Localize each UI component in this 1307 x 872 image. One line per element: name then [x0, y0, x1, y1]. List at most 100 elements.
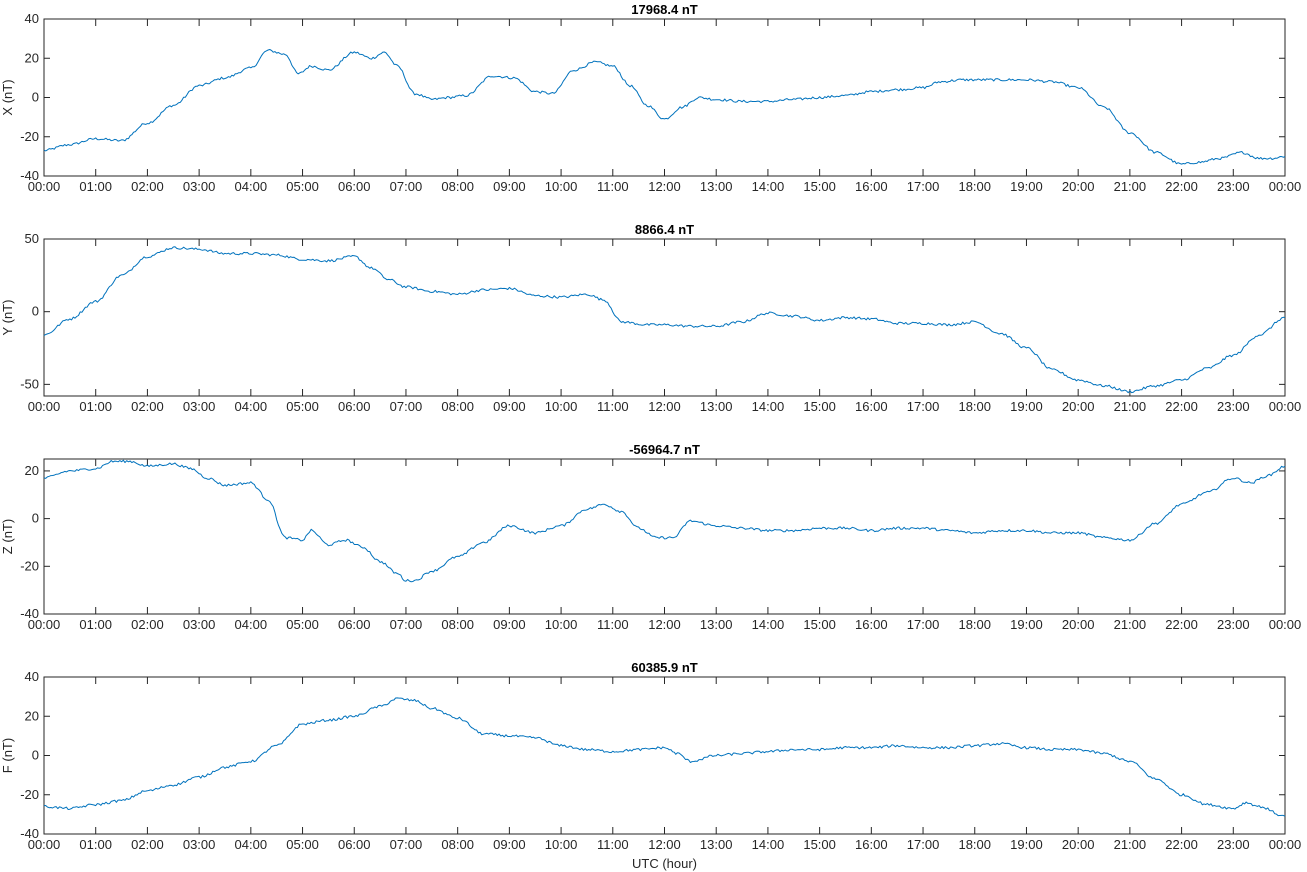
x-tick-label: 02:00	[131, 837, 164, 852]
y-axis-label: X (nT)	[0, 79, 15, 115]
y-tick-label: -40	[20, 168, 39, 183]
x-tick-label: 16:00	[855, 179, 888, 194]
x-tick-label: 15:00	[803, 179, 836, 194]
panel-title: -56964.7 nT	[629, 442, 700, 457]
series-line	[43, 459, 1286, 583]
x-tick-label: 19:00	[1010, 837, 1043, 852]
x-tick-label: 00:00	[1269, 617, 1302, 632]
x-tick-label: 15:00	[803, 399, 836, 414]
x-tick-label: 02:00	[131, 617, 164, 632]
x-tick-label: 08:00	[441, 837, 474, 852]
y-tick-label: 20	[25, 50, 39, 65]
x-tick-label: 13:00	[700, 399, 733, 414]
x-tick-label: 21:00	[1114, 617, 1147, 632]
x-tick-label: 07:00	[390, 617, 423, 632]
x-tick-label: 18:00	[958, 837, 991, 852]
y-tick-label: -20	[20, 787, 39, 802]
x-tick-label: 08:00	[441, 399, 474, 414]
x-tick-label: 07:00	[390, 399, 423, 414]
x-tick-label: 09:00	[493, 837, 526, 852]
x-tick-label: 22:00	[1165, 837, 1198, 852]
x-tick-label: 21:00	[1114, 179, 1147, 194]
x-tick-label: 23:00	[1217, 399, 1250, 414]
x-tick-label: 05:00	[286, 179, 319, 194]
x-tick-label: 09:00	[493, 617, 526, 632]
x-tick-label: 17:00	[907, 399, 940, 414]
x-tick-label: 19:00	[1010, 617, 1043, 632]
x-tick-label: 07:00	[390, 179, 423, 194]
y-tick-label: 40	[25, 669, 39, 684]
x-tick-label: 03:00	[183, 399, 216, 414]
x-tick-label: 01:00	[79, 179, 112, 194]
y-tick-label: 0	[32, 748, 39, 763]
x-tick-label: 06:00	[338, 399, 371, 414]
x-tick-label: 03:00	[183, 617, 216, 632]
x-tick-label: 05:00	[286, 617, 319, 632]
x-tick-label: 10:00	[545, 399, 578, 414]
x-tick-label: 19:00	[1010, 179, 1043, 194]
x-tick-label: 20:00	[1062, 179, 1095, 194]
x-tick-label: 17:00	[907, 179, 940, 194]
y-tick-label: -20	[20, 558, 39, 573]
x-tick-label: 20:00	[1062, 617, 1095, 632]
x-tick-label: 06:00	[338, 837, 371, 852]
x-tick-label: 11:00	[597, 399, 629, 414]
x-tick-label: 13:00	[700, 179, 733, 194]
series-line	[43, 697, 1286, 817]
x-tick-label: 04:00	[235, 617, 268, 632]
x-tick-label: 00:00	[1269, 837, 1302, 852]
x-tick-label: 21:00	[1114, 399, 1147, 414]
y-tick-label: -50	[20, 376, 39, 391]
x-tick-label: 14:00	[752, 399, 785, 414]
panel-title: 17968.4 nT	[631, 2, 698, 17]
x-tick-label: 15:00	[803, 617, 836, 632]
x-tick-label: 10:00	[545, 837, 578, 852]
panel-y: 8866.4 nT Y (nT) -50 0 50 00:00 01:00 02:00 03:0…	[0, 222, 1301, 414]
x-axis-label: UTC (hour)	[632, 856, 697, 871]
x-tick-label: 00:00	[28, 837, 61, 852]
x-tick-label: 06:00	[338, 617, 371, 632]
x-tick-label: 00:00	[28, 617, 61, 632]
x-tick-label: 14:00	[752, 837, 785, 852]
y-axis-label: F (nT)	[0, 738, 15, 773]
axes-frame	[43, 18, 1286, 177]
panel-title: 8866.4 nT	[635, 222, 694, 237]
series-line	[43, 49, 1286, 165]
x-tick-label: 18:00	[958, 617, 991, 632]
x-tick-label: 09:00	[493, 179, 526, 194]
x-tick-label: 13:00	[700, 837, 733, 852]
y-axis-label: Z (nT)	[0, 519, 15, 554]
x-tick-label: 14:00	[752, 617, 785, 632]
x-tick-label: 11:00	[597, 179, 629, 194]
x-tick-label: 00:00	[1269, 179, 1302, 194]
x-tick-label: 08:00	[441, 179, 474, 194]
x-tick-label: 16:00	[855, 837, 888, 852]
x-tick-label: 00:00	[28, 179, 61, 194]
x-tick-label: 10:00	[545, 617, 578, 632]
x-tick-label: 21:00	[1114, 837, 1147, 852]
x-tick-label: 00:00	[1269, 399, 1302, 414]
x-tick-label: 12:00	[648, 399, 681, 414]
axes-frame	[43, 238, 1286, 397]
y-tick-label: 20	[25, 708, 39, 723]
x-tick-label: 03:00	[183, 179, 216, 194]
x-tick-label: 13:00	[700, 617, 733, 632]
panel-f: 60385.9 nT F (nT) -40 -20 0 20 40 00:00 01:00 02:…	[0, 660, 1301, 871]
x-tick-label: 17:00	[907, 837, 940, 852]
x-tick-label: 00:00	[28, 399, 61, 414]
x-tick-label: 08:00	[441, 617, 474, 632]
x-tick-label: 18:00	[958, 399, 991, 414]
axes-frame	[43, 676, 1286, 835]
x-tick-label: 04:00	[235, 399, 268, 414]
x-tick-label: 15:00	[803, 837, 836, 852]
x-tick-label: 22:00	[1165, 399, 1198, 414]
x-tick-label: 02:00	[131, 179, 164, 194]
x-tick-label: 04:00	[235, 179, 268, 194]
x-tick-label: 23:00	[1217, 837, 1250, 852]
x-tick-label: 06:00	[338, 179, 371, 194]
x-tick-label: 07:00	[390, 837, 423, 852]
x-tick-label: 01:00	[79, 399, 112, 414]
series-line	[43, 246, 1286, 394]
x-tick-label: 11:00	[597, 837, 629, 852]
